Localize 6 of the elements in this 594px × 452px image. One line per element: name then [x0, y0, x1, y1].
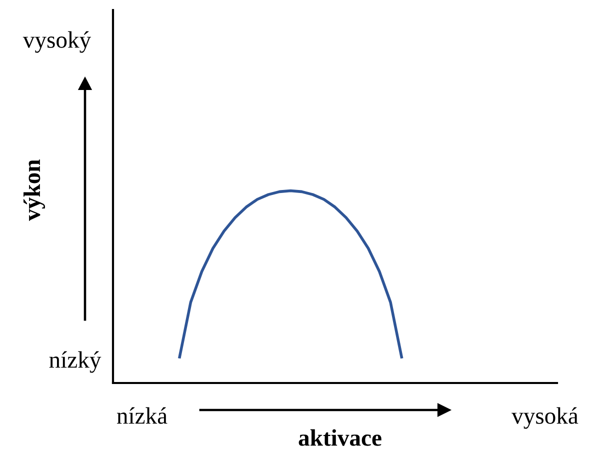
y-axis-title: výkon — [24, 160, 45, 221]
text: nízká — [116, 407, 168, 424]
text: vysoký — [22, 31, 92, 53]
text: nízký — [49, 351, 102, 373]
x-axis-title: aktivace — [298, 429, 382, 446]
text: vysoká — [512, 407, 578, 429]
